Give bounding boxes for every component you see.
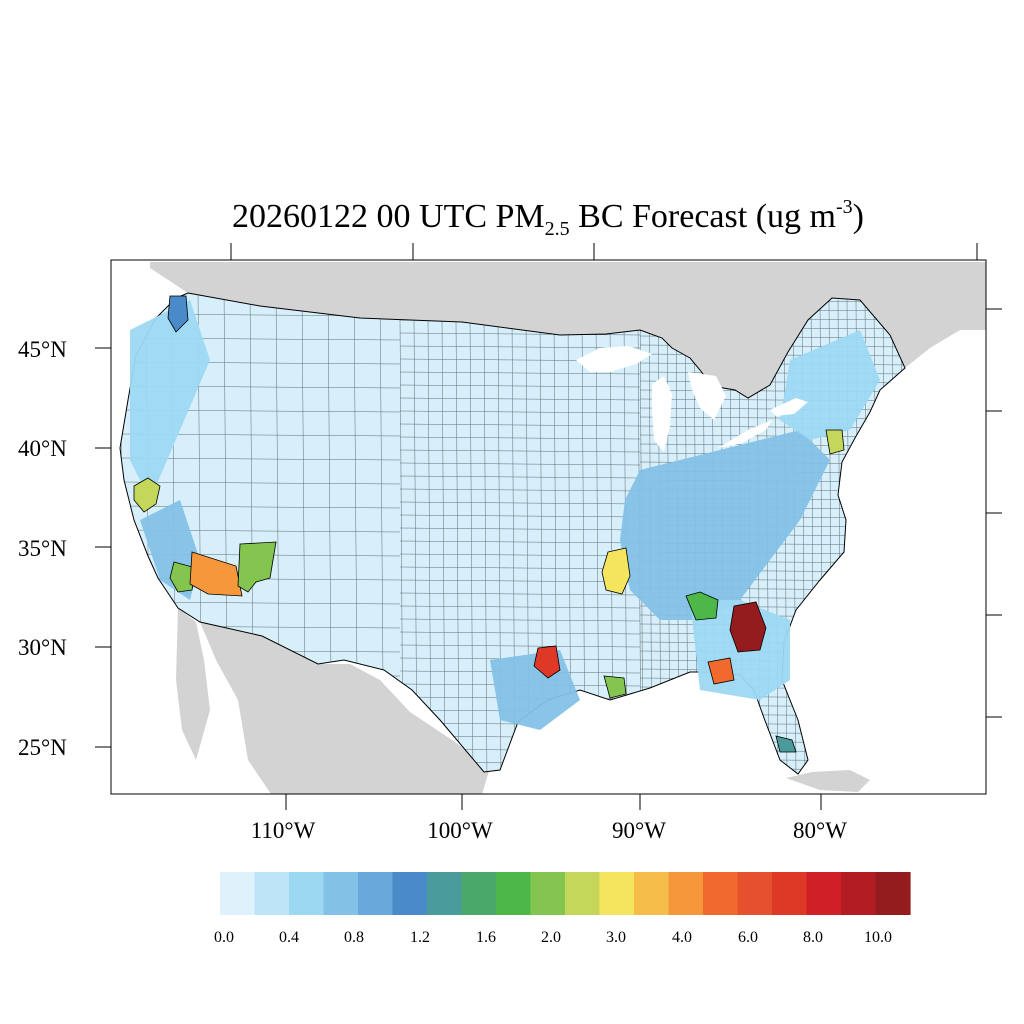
colorbar-label: 10.0 bbox=[864, 929, 892, 946]
canada-landmass bbox=[150, 262, 986, 398]
northeast-band bbox=[780, 330, 880, 440]
lon-label-110w: 110°W bbox=[250, 818, 316, 843]
axis-ticks bbox=[95, 243, 1002, 810]
hotspot-central-alabama bbox=[685, 591, 719, 621]
lat-label-25n: 25°N bbox=[18, 735, 67, 760]
map-title: 20260122 00 UTC PM2.5 BC Forecast (ug m-… bbox=[232, 196, 864, 240]
lake-ontario bbox=[770, 398, 808, 416]
lake-michigan bbox=[652, 376, 672, 452]
lake-superior bbox=[576, 346, 652, 372]
lake-huron bbox=[688, 372, 726, 420]
baja-california bbox=[176, 608, 210, 760]
lon-label-90w: 90°W bbox=[612, 818, 666, 843]
lat-label-35n: 35°N bbox=[18, 536, 67, 561]
lat-label-30n: 30°N bbox=[18, 635, 67, 660]
southeast-moderate-band bbox=[620, 430, 830, 620]
hotspot-houston bbox=[533, 645, 561, 679]
colorbar-label: 4.0 bbox=[672, 929, 692, 946]
hotspot-se-louisiana bbox=[603, 675, 627, 699]
colorbar-label: 6.0 bbox=[738, 929, 758, 946]
colorbar-label: 1.6 bbox=[476, 929, 496, 946]
cuba-landmass bbox=[786, 770, 870, 792]
colorbar-label: 3.0 bbox=[606, 929, 626, 946]
lat-label-45n: 45°N bbox=[18, 337, 67, 362]
hotspot-new-york bbox=[825, 429, 845, 455]
lon-label-100w: 100°W bbox=[427, 818, 493, 843]
lat-label-40n: 40°N bbox=[18, 436, 67, 461]
lake-erie bbox=[718, 420, 772, 448]
hotspot-central-arizona bbox=[237, 541, 277, 593]
colorbar-label: 0.4 bbox=[279, 929, 299, 946]
hotspot-bay-area bbox=[133, 477, 161, 513]
hotspot-central-georgia bbox=[729, 601, 767, 653]
map-frame bbox=[110, 259, 987, 795]
hotspot-south-georgia bbox=[707, 657, 735, 685]
hotspot-west-arizona bbox=[189, 551, 243, 597]
mexico-landmass bbox=[200, 622, 490, 794]
lon-label-80w: 80°W bbox=[793, 818, 847, 843]
hotspot-seattle bbox=[167, 295, 189, 333]
hotspot-south-florida bbox=[775, 735, 797, 753]
colorbar-label: 2.0 bbox=[541, 929, 561, 946]
hotspot-ms-delta bbox=[601, 547, 631, 595]
colorbar-label: 8.0 bbox=[803, 929, 823, 946]
colorbar-label: 1.2 bbox=[410, 929, 430, 946]
colorbar-label: 0.8 bbox=[344, 929, 364, 946]
pm25-hotspots bbox=[130, 295, 880, 753]
colorbar-label: 0.0 bbox=[214, 929, 234, 946]
pacific-northwest-band bbox=[130, 300, 210, 500]
